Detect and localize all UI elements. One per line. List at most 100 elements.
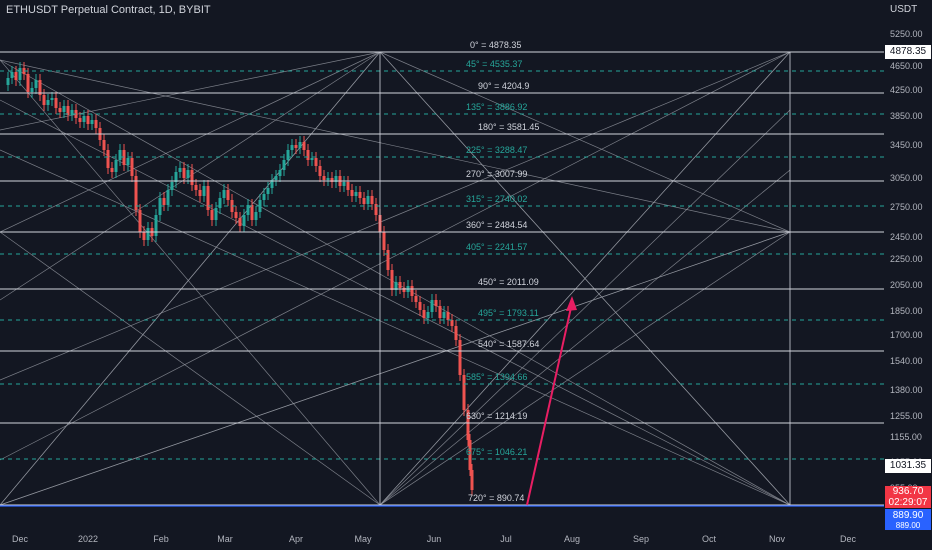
candle-body (218, 198, 222, 208)
price-tag-bottom-b: 889.00 (885, 522, 931, 530)
candle-body (126, 158, 130, 165)
candle-body (166, 190, 170, 205)
candle-body (202, 186, 206, 196)
arrow-line (526, 302, 573, 506)
candle-body (294, 145, 298, 148)
gann-level-label: 135° = 3886.92 (466, 102, 527, 112)
price-tick: 1700.00 (890, 330, 923, 340)
price-tag-bottom-a: 889.90 (885, 509, 931, 523)
gann-fan-line (0, 59, 381, 506)
gann-level-label: 90° = 4204.9 (478, 81, 529, 91)
candle-body (94, 120, 98, 128)
gann-level-label: 495° = 1793.11 (478, 308, 539, 318)
candle-body (182, 168, 186, 178)
last-price-tag: 936.70 02:29:07 (885, 486, 931, 508)
candle-body (458, 340, 462, 375)
candle-body (414, 296, 418, 302)
gann-fan-line (379, 231, 791, 506)
candle-body (78, 118, 82, 122)
candle-body (110, 168, 114, 172)
gann-fan-line (379, 51, 791, 506)
candle-body (54, 98, 58, 108)
gann-fan-lines (0, 51, 791, 506)
time-tick: Jul (500, 534, 512, 544)
candle-body (330, 178, 334, 182)
time-tick: Oct (702, 534, 717, 544)
currency-label: USDT (890, 4, 917, 15)
arrow-head (566, 296, 577, 311)
candle-body (370, 196, 374, 204)
candle-body (438, 306, 442, 318)
candle-body (154, 215, 158, 236)
gann-level-label: 450° = 2011.09 (478, 277, 539, 287)
candle-body (466, 410, 470, 440)
candle-body (354, 192, 358, 196)
candle-body (174, 172, 178, 182)
countdown-value: 02:29:07 (888, 497, 928, 508)
candle-body (38, 80, 42, 95)
candle-body (454, 326, 458, 340)
candle-body (286, 150, 290, 160)
candle-body (50, 98, 54, 100)
gann-level-label: 0° = 4878.35 (470, 40, 521, 50)
candle-body (290, 145, 294, 150)
candle-body (446, 312, 450, 320)
candle-body (374, 204, 378, 215)
price-tick: 1540.00 (890, 356, 923, 366)
candle-body (334, 176, 338, 182)
price-tick: 3450.00 (890, 140, 923, 150)
time-tick: Sep (633, 534, 649, 544)
candle-body (102, 140, 106, 150)
candle-body (418, 302, 422, 310)
candle-body (434, 300, 438, 306)
candle-body (390, 270, 394, 290)
time-tick: Dec (840, 534, 857, 544)
price-tick: 1850.00 (890, 306, 923, 316)
projection-arrow (526, 296, 577, 506)
gann-fan-line (0, 99, 791, 506)
candle-body (302, 142, 306, 150)
candle-body (82, 116, 86, 122)
candle-body (26, 74, 30, 92)
candle-body (398, 282, 402, 288)
candle-body (6, 78, 10, 85)
gann-level-label: 720° = 890.74 (468, 493, 524, 503)
candle-body (194, 185, 198, 190)
price-tick: 1155.00 (890, 432, 922, 442)
candle-body (198, 190, 202, 196)
candle-body (62, 106, 66, 112)
candle-body (362, 198, 366, 204)
candle-body (162, 198, 166, 205)
price-tick: 5250.00 (890, 29, 923, 39)
candle-body (30, 88, 34, 92)
candle-body (114, 160, 118, 172)
price-tag-top: 4878.35 (885, 45, 931, 59)
gann-level-label: 675° = 1046.21 (466, 447, 527, 457)
time-tick: Mar (217, 534, 233, 544)
candle-body (226, 190, 230, 200)
price-tick: 3050.00 (890, 173, 923, 183)
gann-fan-line (379, 169, 791, 506)
gann-level-label: 225° = 3288.47 (466, 145, 527, 155)
candle-body (42, 95, 46, 105)
candle-body (468, 440, 472, 470)
gann-level-label: 540° = 1587.64 (478, 339, 539, 349)
gann-level-label: 630° = 1214.19 (466, 411, 527, 421)
candle-body (242, 215, 246, 226)
candle-body (46, 100, 50, 105)
candle-body (34, 80, 38, 88)
price-tick: 1255.00 (890, 411, 923, 421)
candle-body (322, 176, 326, 180)
candle-body (450, 320, 454, 326)
candle-body (142, 232, 146, 240)
time-tick: 2022 (78, 534, 98, 544)
gann-fan-line (0, 51, 791, 461)
candle-body (382, 232, 386, 250)
gann-fan-line (0, 149, 791, 506)
candle-body (270, 180, 274, 188)
candle-body (310, 158, 314, 160)
candle-body (238, 218, 242, 226)
candle-body (10, 72, 14, 78)
candle-body (282, 160, 286, 170)
